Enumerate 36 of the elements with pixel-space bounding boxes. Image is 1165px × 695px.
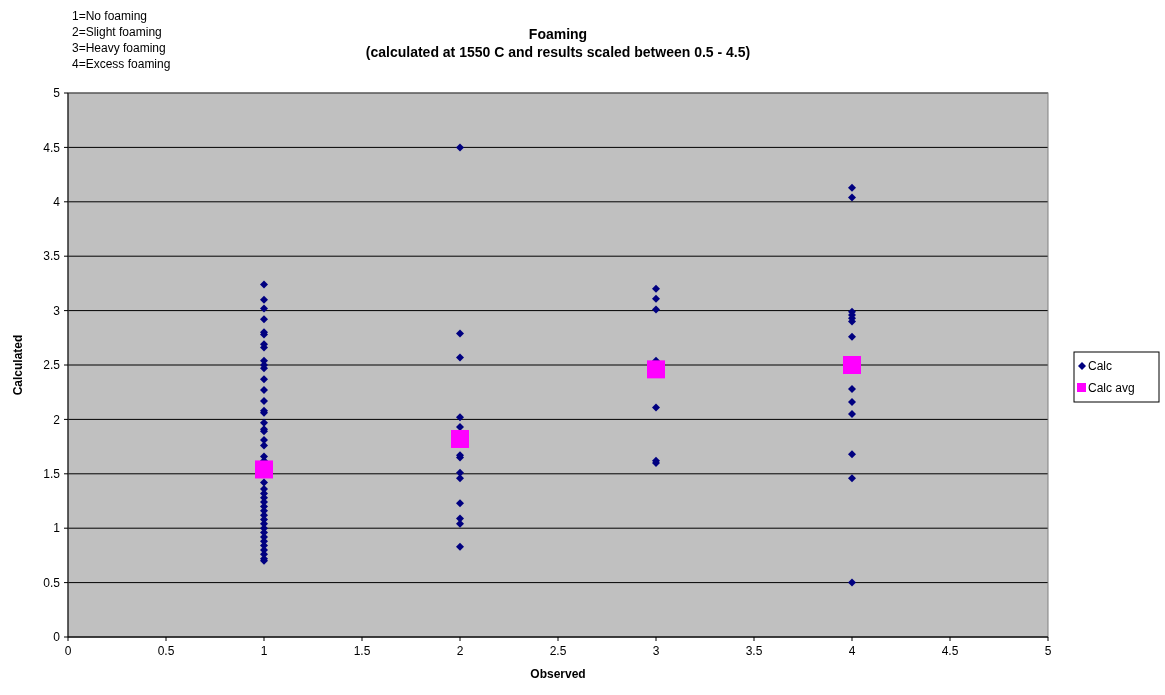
legend-label: Calc [1088, 359, 1113, 374]
point [451, 429, 469, 448]
legend-label: Calc avg [1088, 381, 1135, 396]
x-tick-label: 3 [652, 644, 660, 658]
x-axis-title: Observed [530, 667, 586, 681]
y-tick-label: 4 [53, 195, 61, 209]
y-tick-label: 0 [53, 630, 61, 645]
y-tick-label: 3.5 [43, 249, 61, 264]
point [647, 360, 665, 379]
y-tick-label: 3 [53, 303, 61, 318]
x-tick-label: 2 [456, 644, 464, 658]
text: 3=Heavy foaming [72, 41, 166, 55]
x-tick-label: 0 [64, 644, 72, 658]
x-tick-label: 1.5 [353, 644, 371, 658]
y-tick-label: 5 [53, 86, 61, 101]
y-tick-label: 1.5 [43, 467, 61, 481]
y-tick-label: 4.5 [43, 140, 61, 155]
point [843, 356, 861, 374]
text: 1=No foaming [72, 9, 148, 23]
y-axis-title: Calculated [11, 334, 25, 396]
text: 2=Slight foaming [72, 25, 162, 39]
y-tick-label: 0.5 [43, 575, 61, 590]
x-tick-label: 4.5 [941, 644, 959, 658]
chart-subtitle: (calculated at 1550 C and results scaled between 0.5 - 4.5) [365, 44, 751, 60]
y-tick-label: 1 [53, 521, 61, 536]
x-tick-label: 2.5 [549, 644, 567, 658]
x-tick-label: 4 [848, 644, 856, 658]
x-tick-label: 0.5 [157, 644, 175, 658]
point [255, 460, 273, 479]
x-tick-label: 5 [1044, 644, 1052, 658]
x-tick-label: 1 [260, 644, 268, 658]
x-tick-label: 3.5 [745, 644, 763, 658]
chart-title: Foaming [528, 26, 588, 42]
y-tick-label: 2 [53, 412, 61, 427]
y-tick-label: 2.5 [43, 358, 61, 373]
text: 4=Excess foaming [72, 57, 171, 71]
